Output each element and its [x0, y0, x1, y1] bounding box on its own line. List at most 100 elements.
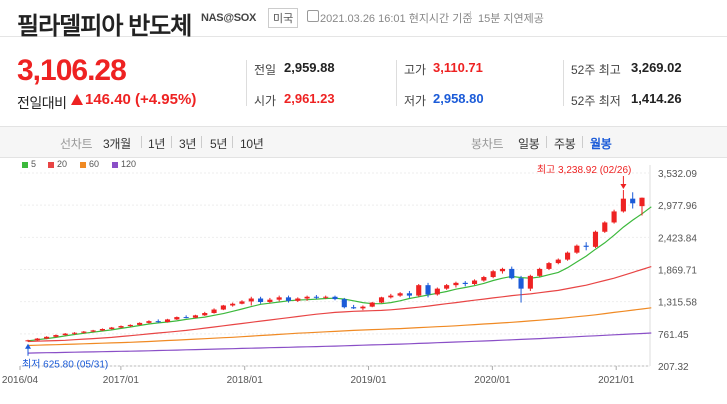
stat-value-low: 2,958.80: [433, 91, 484, 106]
y-tick-label: 1,315.58: [658, 298, 697, 309]
up-arrow-icon: [71, 94, 83, 105]
candle-body: [323, 296, 329, 298]
candle-body: [453, 282, 459, 286]
candle-body: [602, 222, 608, 232]
stat-value-52w-high: 3,269.02: [631, 60, 682, 75]
candle-body: [71, 332, 78, 334]
stat-label-52w-low: 52주 최저: [571, 94, 621, 108]
delay-text: 15분 지연제공: [478, 13, 544, 25]
candle-body: [155, 321, 161, 323]
candle-body: [537, 268, 543, 276]
tab-monthly[interactable]: 월봉: [590, 137, 612, 151]
candle-body: [546, 263, 552, 269]
divider: [141, 136, 142, 148]
candle-body: [90, 330, 96, 332]
change-value: 146.40 (+4.95%): [85, 91, 197, 108]
ma20-line: [27, 266, 652, 343]
legend-label: 5: [31, 159, 37, 169]
candle-body: [220, 305, 226, 310]
tab-10-years[interactable]: 10년: [240, 137, 264, 151]
candle-body: [230, 303, 236, 306]
legend-label: 60: [89, 159, 100, 169]
candle-body: [118, 326, 124, 328]
candle-body: [25, 340, 31, 342]
candle-body: [574, 245, 580, 253]
stat-value-high: 3,110.71: [433, 60, 483, 75]
candle-body: [444, 285, 450, 289]
candle-body: [146, 321, 152, 323]
x-tick-label: 2019/01: [350, 375, 387, 386]
y-tick-label: 3,532.09: [658, 169, 697, 180]
legend-item-60: 60: [80, 159, 99, 169]
candle-body: [378, 297, 385, 303]
divider: [232, 136, 233, 148]
candle-body: [34, 338, 40, 341]
legend-swatch: [48, 161, 54, 168]
y-tick-label: 2,977.96: [658, 201, 697, 212]
candle-body: [527, 275, 533, 289]
x-tick-label: 2020/01: [474, 375, 511, 386]
index-code: NAS@SOX: [201, 12, 257, 24]
candle-body: [369, 302, 375, 307]
candle-body: [164, 319, 171, 323]
divider: [171, 136, 172, 148]
divider: [246, 60, 247, 106]
candle-body: [258, 298, 264, 302]
candle-body: [276, 297, 282, 300]
candle-body: [44, 336, 50, 339]
candle-body: [137, 322, 143, 325]
candle-body: [620, 198, 626, 212]
stat-label-low: 저가: [404, 94, 427, 108]
datetime-text: 2021.03.26 16:01 현지시간 기준: [320, 13, 473, 25]
candle-body: [304, 296, 310, 299]
y-tick-label: 761.45: [658, 330, 689, 341]
stat-label-high: 고가: [404, 63, 427, 77]
candle-body: [192, 315, 199, 318]
high-annotation: 최고 3,238.92 (02/26): [537, 164, 632, 176]
candle-body: [267, 299, 273, 302]
candle-body: [583, 245, 589, 247]
stat-value-52w-low: 1,414.26: [631, 91, 682, 106]
candle-body: [109, 327, 115, 329]
stat-value-open: 2,961.23: [284, 91, 335, 106]
candle-body: [295, 298, 301, 301]
legend-swatch: [80, 161, 86, 168]
legend-label: 20: [57, 159, 68, 169]
candle-body: [565, 252, 571, 260]
ma120-line: [27, 332, 652, 354]
ma5-line: [27, 206, 652, 342]
tab-3-months[interactable]: 3개월: [103, 137, 131, 151]
candle-body: [183, 317, 189, 319]
current-price: 3,106.28: [17, 54, 127, 87]
candle-body: [62, 333, 68, 336]
candle-body: [499, 268, 506, 272]
low-annotation: 최저 625.80 (05/31): [22, 359, 108, 371]
low-marker-arrow: [25, 343, 31, 349]
candle-body: [351, 307, 357, 309]
candle-body: [341, 299, 347, 308]
tab-1-year[interactable]: 1년: [148, 137, 166, 151]
candle-body: [471, 280, 478, 284]
divider: [396, 60, 397, 106]
candle-body: [555, 259, 561, 264]
x-tick-label: 2016/04: [2, 375, 39, 386]
candle-body: [174, 317, 180, 320]
candle-body: [406, 293, 412, 296]
y-tick-label: 2,423.84: [658, 233, 697, 244]
candle-body: [53, 335, 59, 337]
stat-label-open: 시가: [254, 94, 277, 108]
divider: [470, 11, 471, 22]
legend-item-120: 120: [112, 159, 136, 169]
tab-daily[interactable]: 일봉: [518, 137, 540, 151]
candle-body: [285, 297, 292, 301]
candle-body: [462, 282, 468, 284]
candle-body: [397, 293, 403, 296]
candle-body: [239, 301, 245, 304]
candle-body: [332, 296, 338, 300]
tab-weekly[interactable]: 주봉: [554, 137, 576, 151]
stat-label-prev-close: 전일: [254, 63, 277, 77]
candle-body: [202, 313, 208, 316]
tab-3-years[interactable]: 3년: [179, 137, 197, 151]
tab-5-years[interactable]: 5년: [210, 137, 228, 151]
index-title: 필라델피아 반도체: [17, 13, 192, 40]
